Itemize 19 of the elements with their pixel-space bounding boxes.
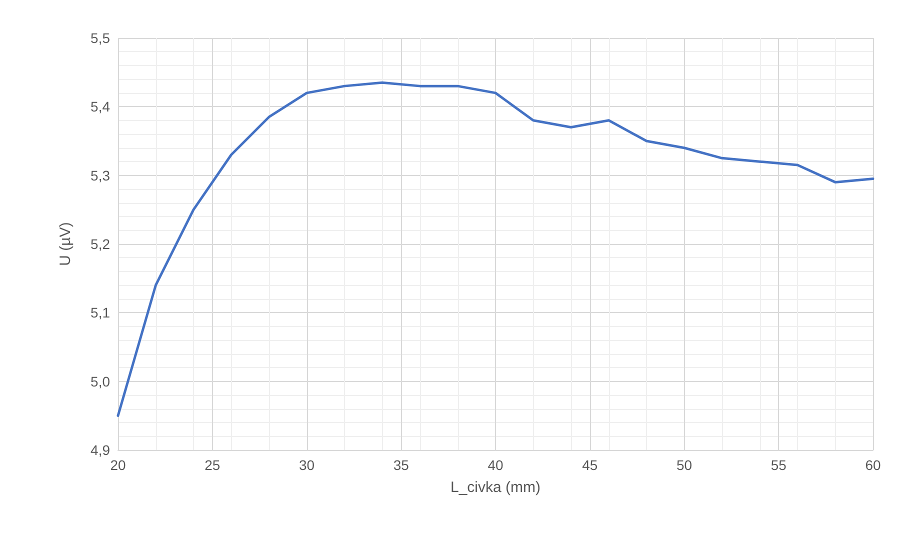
x-tick-label: 35 (393, 457, 410, 473)
x-tick-label: 50 (676, 457, 692, 473)
y-tick-label: 5,2 (90, 236, 110, 252)
y-tick-label: 4,9 (90, 442, 110, 458)
x-tick-label: 55 (770, 457, 787, 473)
x-tick-label: 40 (488, 457, 504, 473)
y-tick-label: 5,3 (90, 167, 110, 184)
y-tick-label: 5,0 (90, 373, 110, 390)
x-tick-label: 60 (865, 457, 881, 473)
x-tick-label: 45 (582, 457, 598, 473)
y-tick-label: 5,1 (90, 304, 110, 321)
x-tick-label: 20 (110, 457, 126, 473)
x-tick-label: 30 (298, 457, 315, 473)
line-series (116, 81, 874, 417)
y-tick-label: 5,5 (90, 30, 110, 46)
y-axis-title: U (µV) (57, 222, 74, 266)
y-tick-label: 5,4 (90, 98, 110, 115)
x-axis-title: L_civka (mm) (450, 479, 541, 496)
x-tick-label: 25 (204, 457, 220, 473)
